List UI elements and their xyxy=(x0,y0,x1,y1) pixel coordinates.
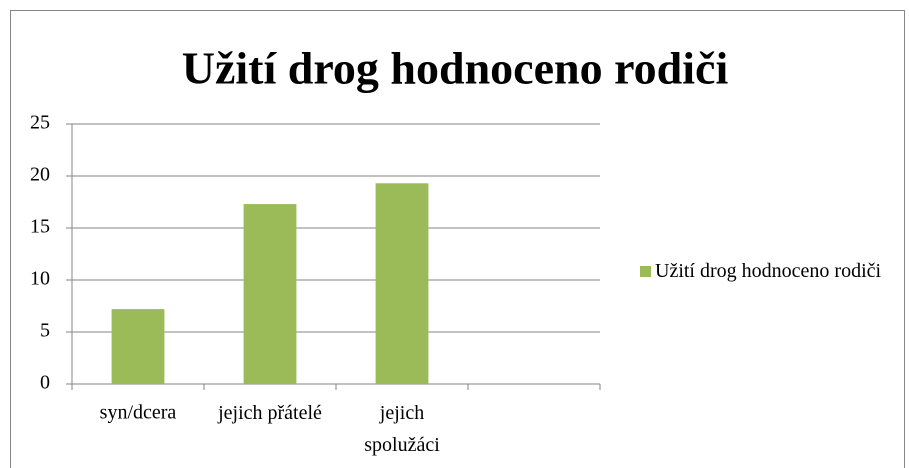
bar xyxy=(243,204,297,384)
y-tick-label: 10 xyxy=(30,268,50,290)
x-tick-label: syn/dcera xyxy=(100,402,177,424)
x-tick-label: jejich spolužáci xyxy=(364,402,440,456)
chart-title: Užití drog hodnoceno rodiči xyxy=(182,43,729,94)
legend-label: Užití drog hodnoceno rodiči xyxy=(655,260,881,282)
legend-swatch xyxy=(640,266,651,277)
y-tick-label: 0 xyxy=(40,372,50,394)
bar xyxy=(375,183,429,384)
y-tick-label: 20 xyxy=(30,164,50,186)
chart-border xyxy=(10,10,905,468)
x-tick-label: jejich přátelé xyxy=(217,402,322,424)
bar xyxy=(111,309,165,384)
y-tick-label: 5 xyxy=(40,320,50,342)
y-tick-label: 15 xyxy=(30,216,50,238)
y-tick-label: 25 xyxy=(30,112,50,134)
